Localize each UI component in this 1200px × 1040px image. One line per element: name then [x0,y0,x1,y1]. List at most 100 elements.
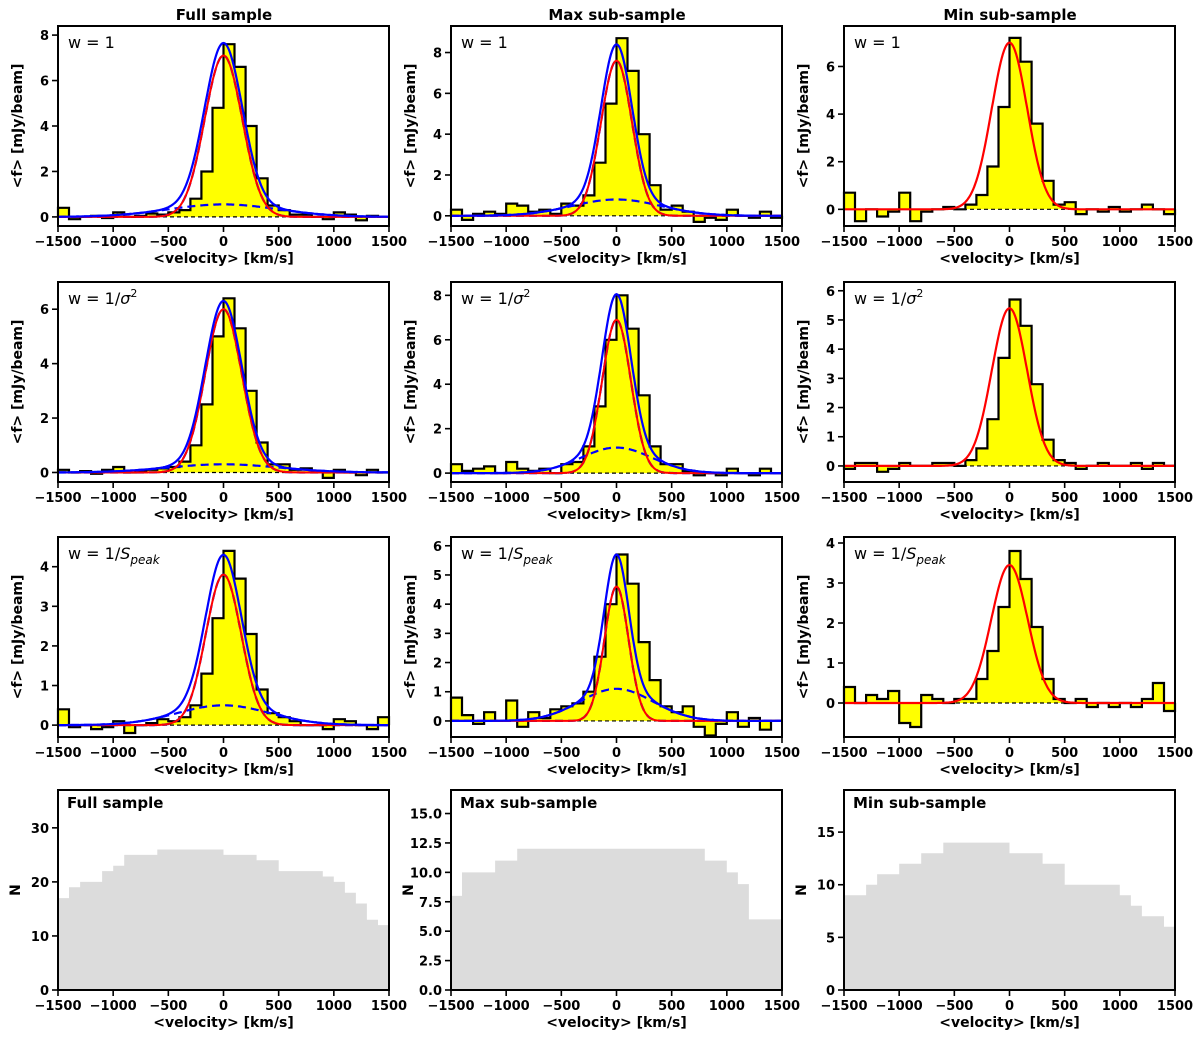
x-tick-label: 0 [1005,491,1014,506]
x-tick-label: 1500 [371,491,407,506]
panel-annotation: Full sample [67,794,163,812]
x-tick-label: −500 [149,491,187,506]
x-tick-label: 1000 [316,746,352,761]
column-title-min: Min sub-sample [943,6,1076,24]
y-tick-label: 4 [40,358,49,373]
y-tick-label: 0 [826,460,835,475]
y-tick-label: 1 [826,657,835,672]
x-tick-label: −1500 [820,999,867,1014]
panel-annotation: Min sub-sample [853,794,986,812]
x-tick-label: −1500 [427,746,474,761]
x-tick-label: 1000 [316,999,352,1014]
x-tick-label: 1000 [1102,235,1138,250]
x-tick-label: 0 [1005,746,1014,761]
x-tick-label: 0 [1005,235,1014,250]
x-axis-label: <velocity> [km/s] [939,507,1079,523]
x-tick-label: 1500 [371,999,407,1014]
panel-annotation: w = 1 [854,33,901,52]
x-axis-label: <velocity> [km/s] [939,1015,1079,1031]
x-tick-label: 500 [1051,999,1078,1014]
y-tick-label: 2 [40,165,49,180]
x-axis-label: <velocity> [km/s] [153,251,293,267]
x-tick-label: −500 [935,999,973,1014]
y-tick-label: 3 [40,600,49,615]
y-tick-label: 6 [826,60,835,75]
y-tick-label: 2 [433,169,442,184]
y-tick-label: 1 [40,680,49,695]
y-tick-label: 0 [826,984,835,999]
y-tick-label: 10 [817,879,835,894]
x-tick-label: −1500 [820,235,867,250]
x-tick-label: −500 [542,999,580,1014]
y-tick-label: 5 [826,314,835,329]
y-tick-label: 6 [433,87,442,102]
panel-max-wspeak: −1500 −1000 −500 0 500 1000 1500 0 1 2 3 4 5 6 <veloci… [403,536,800,778]
y-tick-label: 4 [826,343,835,358]
x-tick-label: 0 [219,746,228,761]
y-tick-label: 0 [433,467,442,482]
y-tick-label: 15.0 [410,808,442,823]
y-tick-label: 5.0 [419,925,442,940]
panel-full-wsig: −1500 −1000 −500 0 500 1000 1500 0 2 4 6 <velocity>… [10,281,407,523]
x-tick-label: −1500 [427,491,474,506]
panel-full-n: −1500 −1000 −500 0 500 1000 1500 0 10 20 30 <veloci… [8,789,407,1031]
y-tick-label: 12.5 [410,837,442,852]
x-axis-label: <velocity> [km/s] [939,762,1079,778]
panel-max-w1: −1500 −1000 −500 0 500 1000 1500 0 2 4 6 8 <velocity… [403,25,800,267]
n-histogram-full-n [58,849,389,990]
y-axis-label: N [401,884,417,896]
panel-min-wspeak: −1500 −1000 −500 0 500 1000 1500 0 1 2 3 4 <velocity… [796,536,1193,778]
y-tick-label: 5 [826,931,835,946]
y-tick-label: 0 [433,210,442,225]
y-tick-label: 0 [826,203,835,218]
x-tick-label: −500 [542,746,580,761]
panel-annotation: w = 1/σ2 [854,287,923,308]
fit-total-model [451,292,782,475]
y-tick-label: 8 [40,29,49,44]
x-axis-label: <velocity> [km/s] [546,1015,686,1031]
fit-gaussian [844,563,1175,705]
stack-fill-max-wspeak [451,554,782,736]
x-tick-label: 1500 [1157,491,1193,506]
x-tick-label: 500 [1051,746,1078,761]
x-tick-label: −500 [935,746,973,761]
x-tick-label: −500 [149,999,187,1014]
stack-fill-min-wsig [844,299,1175,472]
n-histogram-min-n [844,842,1175,990]
stack-histogram-full-wspeak [56,549,391,735]
x-tick-label: 0 [612,999,621,1014]
y-tick-label: 6 [40,303,49,318]
panel-full-wspeak: −1500 −1000 −500 0 500 1000 1500 0 1 2 3 4 <velocity… [10,536,407,778]
stack-fill-full-wspeak [58,550,389,733]
stack-fill-min-wspeak [844,551,1175,727]
stack-fill-full-wsig [58,298,389,478]
fit-total-model [451,43,782,217]
y-tick-label: 0 [433,715,442,730]
x-tick-label: 0 [612,235,621,250]
y-tick-label: 0 [40,211,49,226]
stack-fill-min-w1 [844,37,1175,222]
x-tick-label: 0 [612,746,621,761]
panel-min-n: −1500 −1000 −500 0 500 1000 1500 0 5 10 15 <velocit… [794,789,1193,1031]
x-tick-label: 1500 [764,235,800,250]
x-tick-label: 500 [1051,491,1078,506]
x-axis-label: <velocity> [km/s] [153,507,293,523]
column-title-max: Max sub-sample [548,6,685,24]
fit-single-gaussian [58,54,389,218]
y-tick-label: 4 [826,537,835,552]
y-tick-label: 2 [433,657,442,672]
x-tick-label: 500 [1051,235,1078,250]
panel-annotation: w = 1/Speak [68,544,161,567]
x-axis-label: <velocity> [km/s] [939,251,1079,267]
y-tick-label: 4 [433,378,442,393]
x-tick-label: −500 [542,491,580,506]
x-tick-label: 1000 [1102,746,1138,761]
fit-gaussian [844,307,1175,467]
n-histogram-max-n [451,848,782,990]
x-axis-label: <velocity> [km/s] [153,1015,293,1031]
y-tick-label: 8 [433,47,442,62]
fit-gaussian [844,41,1175,211]
x-tick-label: −1000 [483,491,530,506]
x-tick-label: 0 [219,491,228,506]
y-tick-label: 1 [826,431,835,446]
